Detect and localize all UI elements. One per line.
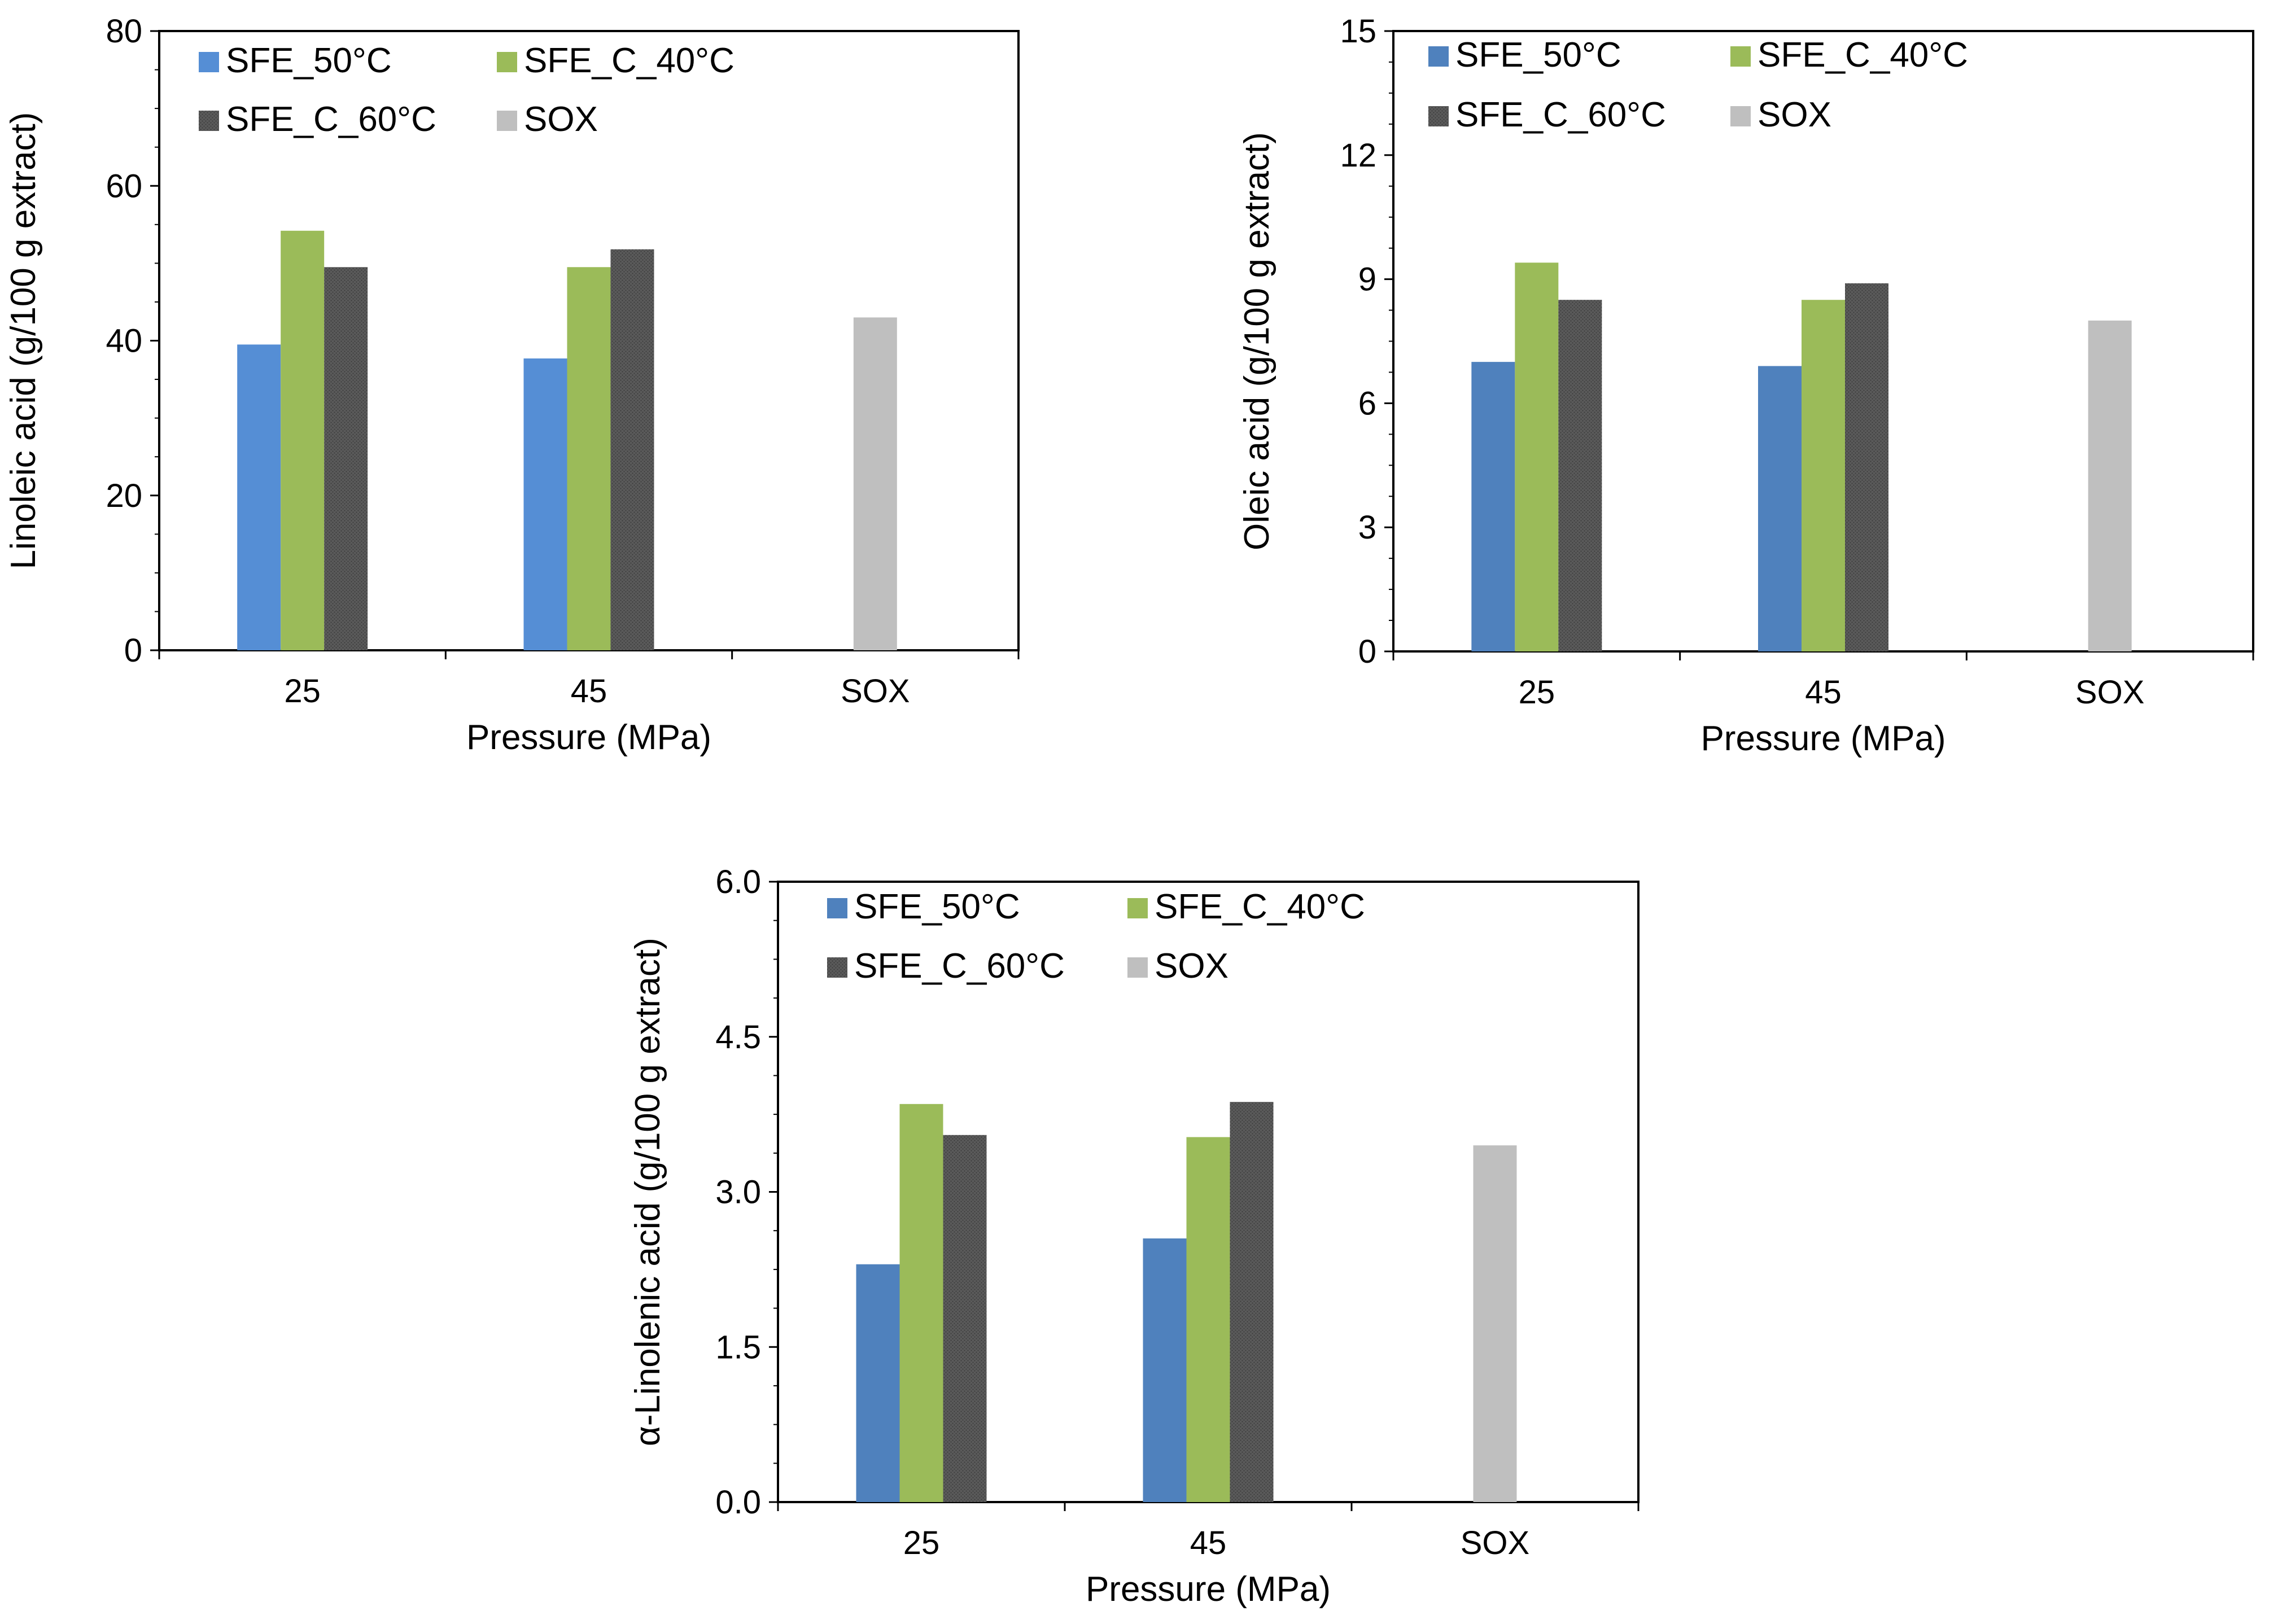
legend-label: SOX (1758, 95, 1831, 134)
bar-SFE_50°C-45: SFE_50°C @ 45: 37.7 (523, 358, 567, 650)
legend-swatch-SFE_C_40°C (1127, 898, 1148, 918)
y-tick-label: 40 (106, 323, 142, 360)
y-axis-title: Linoleic acid (g/100 g extract) (4, 112, 43, 570)
bar-SFE_C_40°C-45: SFE_C_40°C @ 45: 8.5 (1802, 300, 1845, 651)
x-axis-title: Pressure (MPa) (466, 718, 711, 757)
y-tick-label: 6.0 (715, 864, 761, 900)
legend: SFE_50°C SFE_C_40°C SFE_C_60°C SOX (1428, 36, 1968, 134)
x-tick-label: 25 (903, 1525, 940, 1561)
x-axis-title: Pressure (MPa) (1086, 1570, 1331, 1609)
bar-SFE_50°C-45: SFE_50°C @ 45: 6.9 (1758, 366, 1802, 651)
bar-SFE_50°C-25: SFE_50°C @ 25: 7 (1471, 362, 1515, 651)
bar-SFE_C_40°C-45: SFE_C_40°C @ 45: 3.53 (1186, 1137, 1230, 1502)
legend-label: SFE_50°C (226, 41, 392, 80)
y-tick-label: 0 (1358, 633, 1376, 670)
legend: SFE_50°C SFE_C_40°C SFE_C_60°C SOX (827, 887, 1365, 986)
y-tick-label: 3 (1358, 509, 1376, 546)
legend-swatch-SFE_C_40°C (497, 52, 517, 72)
x-tick-label: SOX (2075, 674, 2145, 711)
legend-swatch-SFE_C_60°C (827, 957, 847, 978)
bar-SFE_C_60°C-45: SFE_C_60°C @ 45: 51.8 (610, 249, 654, 650)
legend-swatch-SOX (1730, 106, 1751, 126)
y-axis-title: Oleic acid (g/100 g extract) (1238, 132, 1276, 550)
bar-SFE_C_60°C-45: SFE_C_60°C @ 45: 8.9 (1845, 283, 1888, 652)
legend-swatch-SOX (497, 111, 517, 131)
bar-SFE_C_40°C-25: SFE_C_40°C @ 25: 3.85 (899, 1104, 943, 1502)
bar-SOX-SOX: SOX @ SOX: 43 (853, 317, 897, 650)
bar-SFE_50°C-25: SFE_50°C @ 25: 2.3 (856, 1264, 900, 1502)
y-tick-label: 6 (1358, 385, 1376, 422)
bar-SFE_C_60°C-45: SFE_C_60°C @ 45: 3.87 (1230, 1102, 1274, 1502)
bar-SFE_C_40°C-45: SFE_C_40°C @ 45: 49.5 (567, 267, 611, 650)
x-tick-label: SOX (841, 673, 910, 710)
bar-SFE_C_60°C-25: SFE_C_60°C @ 25: 8.5 (1558, 300, 1602, 651)
legend-label: SFE_50°C (1455, 36, 1621, 75)
x-tick-label: 45 (1805, 674, 1842, 711)
legend-label: SFE_C_40°C (1155, 887, 1365, 926)
legend-label: SOX (524, 100, 598, 139)
bar-SFE_50°C-45: SFE_50°C @ 45: 2.55 (1143, 1238, 1187, 1502)
y-tick-label: 3.0 (715, 1174, 761, 1211)
legend-swatch-SFE_C_40°C (1730, 46, 1751, 67)
y-tick-label: 0 (124, 632, 142, 669)
y-tick-label: 0.0 (715, 1484, 761, 1521)
legend-label: SFE_C_40°C (1758, 36, 1968, 75)
bar-SFE_C_40°C-25: SFE_C_40°C @ 25: 54.2 (281, 230, 325, 651)
x-tick-label: 25 (284, 673, 321, 710)
y-tick-label: 15 (1340, 13, 1376, 50)
legend-label: SFE_C_60°C (854, 947, 1065, 986)
y-tick-label: 1.5 (715, 1329, 761, 1365)
x-tick-label: 25 (1519, 674, 1555, 711)
y-axis-title: α-Linolenic acid (g/100 g extract) (628, 938, 667, 1446)
y-tick-label: 9 (1358, 261, 1376, 298)
x-axis-title: Pressure (MPa) (1700, 719, 1946, 758)
legend-label: SFE_C_40°C (524, 41, 735, 80)
legend-label: SFE_50°C (854, 887, 1020, 926)
legend-swatch-SFE_50°C (827, 898, 847, 918)
bar-SFE_C_40°C-25: SFE_C_40°C @ 25: 9.4 (1515, 262, 1559, 651)
chart-3: 0.0 1.5 3.0 4.5 6.0 25 45 SOX SFE_50°C @ 25: 2.3… (628, 864, 1640, 1609)
legend-label: SOX (1155, 947, 1229, 986)
y-tick-label: 60 (106, 168, 142, 204)
x-tick-label: SOX (1461, 1525, 1530, 1561)
bar-SFE_C_60°C-25: SFE_C_60°C @ 25: 3.55 (943, 1135, 987, 1502)
bar-SFE_50°C-25: SFE_50°C @ 25: 39.5 (237, 344, 281, 650)
bar-SFE_C_60°C-25: SFE_C_60°C @ 25: 49.5 (324, 267, 368, 650)
bar-SOX-SOX: SOX @ SOX: 8 (2088, 320, 2132, 651)
legend-label: SFE_C_60°C (1455, 95, 1666, 134)
x-tick-label: 45 (571, 673, 607, 710)
legend-swatch-SFE_50°C (1428, 46, 1449, 67)
y-tick-label: 12 (1340, 137, 1376, 174)
legend-swatch-SFE_C_60°C (199, 111, 219, 131)
bar-SOX-SOX: SOX @ SOX: 3.45 (1473, 1145, 1517, 1502)
y-tick-label: 80 (106, 13, 142, 50)
legend-swatch-SFE_50°C (199, 52, 219, 72)
legend: SFE_50°C SFE_C_40°C SFE_C_60°C SOX (199, 41, 735, 139)
legend-swatch-SOX (1127, 957, 1148, 978)
legend-label: SFE_C_60°C (226, 100, 436, 139)
x-tick-label: 45 (1190, 1525, 1227, 1561)
y-tick-label: 4.5 (715, 1019, 761, 1056)
legend-swatch-SFE_C_60°C (1428, 106, 1449, 126)
y-tick-label: 20 (106, 478, 142, 514)
